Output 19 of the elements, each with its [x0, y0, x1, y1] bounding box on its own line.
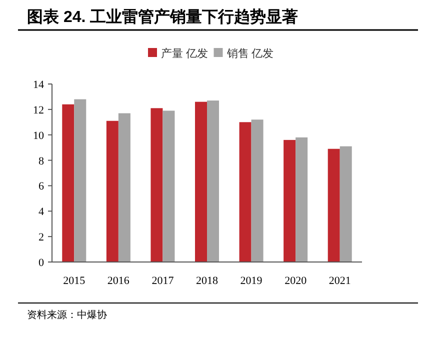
- x-tick-label: 2015: [63, 275, 86, 287]
- text: 资料来源：中爆协: [27, 309, 107, 321]
- x-tick-label: 2020: [284, 275, 308, 287]
- legend-label: 销售 亿发: [226, 48, 274, 60]
- x-tick-label: 2017: [152, 275, 174, 287]
- y-tick-label: 0: [38, 257, 44, 269]
- y-tick-label: 10: [33, 130, 44, 142]
- y-tick-label: 12: [33, 104, 44, 116]
- y-tick-label: 6: [38, 180, 44, 193]
- x-tick-label: 2021: [328, 275, 351, 287]
- y-tick-label: 14: [33, 79, 44, 91]
- y-tick-label: 4: [38, 206, 44, 218]
- x-tick-label: 2018: [196, 275, 218, 287]
- x-tick-label: 2019: [240, 275, 263, 287]
- y-tick-label: 8: [38, 155, 44, 168]
- y-tick-label: 2: [38, 232, 44, 244]
- x-tick-label: 2016: [107, 275, 130, 287]
- title: 图表 24. 工业雷管产销量下行趋势显著: [27, 9, 298, 26]
- legend-label: 产量 亿发: [161, 47, 208, 60]
